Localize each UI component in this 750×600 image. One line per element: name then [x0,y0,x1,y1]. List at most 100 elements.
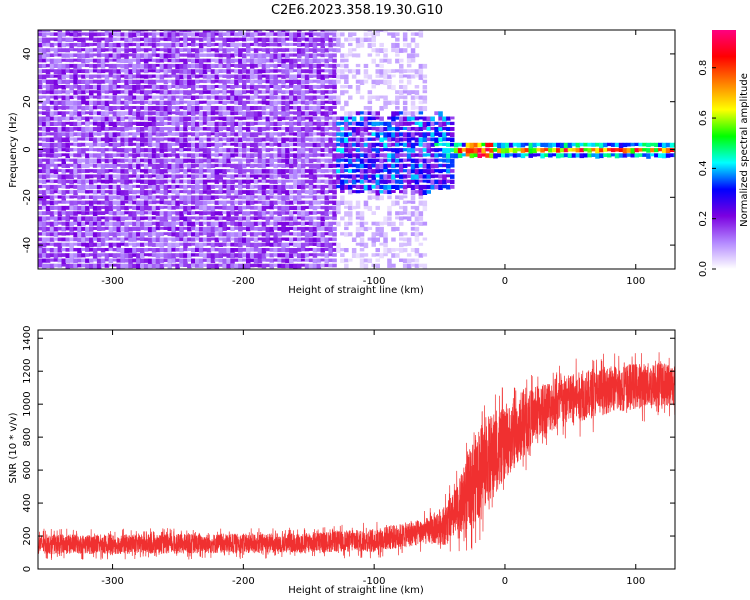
spectrogram-cell [367,142,373,148]
spectrogram-cell [198,53,204,57]
spectrogram-cell [249,179,255,184]
spectrogram-cell [128,226,133,232]
spectrogram-cell [175,95,180,99]
spectrogram-cell [191,85,196,91]
spectrogram-cell [38,106,43,110]
spectrogram-cell [143,237,149,242]
spectrogram-cell [41,184,47,188]
spectrogram-cell [234,190,239,196]
spectrogram-cell [65,253,70,259]
spectrogram-cell [104,163,110,168]
spectrogram-cell [469,142,475,149]
spectrogram-cell [304,216,310,221]
spectrogram-cell [92,79,98,84]
spectrogram-cell [45,90,51,94]
spectrogram-cell [312,53,318,59]
spectrogram-cell [53,48,59,54]
spectrogram-cell [238,74,243,80]
spectrogram-cell [226,190,231,196]
spectrogram-cell [249,69,255,75]
spectrogram-cell [359,111,365,115]
spectrogram-cell [273,100,278,106]
spectrogram-cell [179,263,184,267]
spectrogram-cell [171,163,176,170]
spectrogram-cell [363,205,369,210]
spectrogram-cell [92,211,98,216]
spectrogram-cell [544,153,549,157]
spectrogram-cell [238,226,243,232]
spectrogram-cell [159,32,165,37]
spectrogram-cell [45,242,51,246]
spectrogram-cell [57,79,63,85]
spectrogram-cell [387,137,392,142]
spectrogram-cell [395,211,400,216]
spectrogram-cell [461,142,467,147]
spectrogram-cell [163,242,169,247]
spectrogram-cell [316,142,322,148]
spectrogram-cell [183,37,188,43]
spectrogram-cell [45,248,51,252]
spectrogram-cell [179,184,184,189]
spectrogram-cell [171,53,176,59]
spectrogram-cell [324,106,329,111]
spectrogram-cell [253,137,259,143]
spectrogram-cell [265,163,271,167]
spectrogram-cell [69,30,74,32]
spectrogram-cell [289,205,294,210]
spectrogram-cell [312,232,318,237]
spectrogram-cell [269,30,274,33]
spectrogram-cell [246,195,251,201]
spectrogram-cell [308,242,314,246]
spectrogram-cell [348,232,353,237]
spectrogram-cell [45,163,51,170]
spectrogram-cell [359,216,365,221]
spectrogram-cell [253,53,259,59]
spectrogram-cell [414,258,420,263]
spectrogram-cell [238,216,243,221]
spectrogram-cell [402,127,408,130]
spectrogram-cell [363,253,369,257]
spectrogram-cell [49,174,55,178]
spectrogram-cell [53,226,59,232]
spectrogram-cell [379,127,384,133]
spectrogram-cell [38,79,43,85]
spectrogram-cell [96,148,102,152]
spectrogram-cell [289,69,294,73]
spectrogram-cell [210,37,216,42]
spectrogram-cell [69,211,74,216]
spectrogram-cell [92,132,98,136]
spectrogram-cell [324,142,329,148]
spectrogram-cell [92,200,98,205]
spectrogram-cell [179,32,184,36]
spectrogram-cell [308,63,314,69]
spectrogram-cell [206,69,212,73]
spectrogram-cell [297,32,302,38]
spectrogram-cell [163,169,169,174]
spectrogram-cell [195,127,200,132]
spectrogram-cell [383,253,388,257]
spectrogram-cell [49,248,55,253]
spectrogram-cell [41,216,47,222]
spectrogram-cell [210,95,216,99]
spectrogram-cell [120,248,125,254]
spectrogram-cell [379,42,384,48]
spectrogram-cell [261,121,267,126]
spectrogram-cell [112,190,118,195]
spectrogram-cell [422,137,428,143]
spectrogram-cell [49,53,55,57]
spectrogram-cell [151,258,157,264]
spectrogram-cell [328,100,333,104]
spectrogram-cell [112,127,118,131]
spectrogram-cell [191,127,196,131]
spectrogram-cell [183,79,188,85]
spectrogram-cell [124,79,129,85]
spectrogram-cell [316,116,322,122]
spectrogram-cell [481,148,486,154]
spectrogram-cell [222,95,227,100]
spectrogram-cell [128,95,133,101]
spectrogram-cell [214,90,220,95]
spectrogram-cell [195,216,200,221]
snr-panel: -300 -200 -100 0 100 02004006008001000120014… [8,326,676,596]
spectrogram-cell [285,63,290,70]
spectrogram-cell [155,79,161,83]
